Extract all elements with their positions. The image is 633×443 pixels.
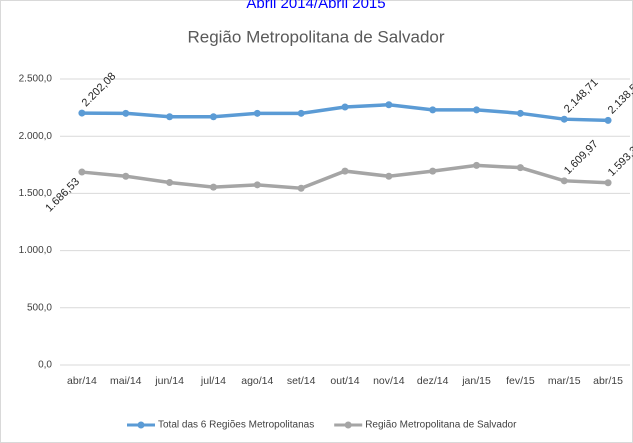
x-tick-label: jun/14 xyxy=(154,375,184,387)
data-point xyxy=(341,103,349,111)
x-tick-label: abr/14 xyxy=(67,375,97,387)
data-point xyxy=(385,172,393,180)
legend-label: Total das 6 Regiões Metropolitanas xyxy=(158,420,314,431)
x-tick-label: mar/15 xyxy=(548,375,581,387)
legend-label: Região Metropolitana de Salvador xyxy=(365,420,517,431)
data-point xyxy=(209,113,217,121)
y-tick-label: 2.500,0 xyxy=(19,74,53,85)
data-point xyxy=(516,109,524,117)
x-tick-label: abr/15 xyxy=(593,375,623,387)
data-point xyxy=(560,115,568,123)
x-tick-label: ago/14 xyxy=(241,375,273,387)
x-tick-label: out/14 xyxy=(330,375,359,387)
y-tick-label: 2.000,0 xyxy=(19,131,53,142)
data-point xyxy=(341,167,349,175)
data-point xyxy=(78,168,86,176)
data-point xyxy=(122,109,130,117)
data-point xyxy=(429,167,437,175)
y-tick-label: 0,0 xyxy=(38,360,52,371)
data-point xyxy=(166,179,174,187)
data-point xyxy=(166,113,174,121)
data-point xyxy=(604,179,612,187)
header: Abril 2014/Abril 2015 xyxy=(246,0,385,12)
x-tick-label: jan/15 xyxy=(461,375,491,387)
data-point xyxy=(560,177,568,185)
x-tick-label: set/14 xyxy=(287,375,316,387)
legend-marker xyxy=(344,421,352,429)
x-tick-label: dez/14 xyxy=(417,375,449,387)
x-tick-label: mai/14 xyxy=(110,375,142,387)
data-point xyxy=(253,109,261,117)
data-point xyxy=(429,106,437,114)
data-point xyxy=(297,109,305,117)
data-point xyxy=(604,116,612,124)
x-tick-label: jul/14 xyxy=(200,375,226,387)
chart-title: Região Metropolitana de Salvador xyxy=(187,27,444,46)
data-point xyxy=(473,161,481,169)
data-point xyxy=(78,109,86,117)
x-tick-label: fev/15 xyxy=(506,375,535,387)
x-tick-label: nov/14 xyxy=(373,375,405,387)
data-point xyxy=(385,101,393,109)
y-tick-label: 1.500,0 xyxy=(19,188,53,199)
y-tick-label: 500,0 xyxy=(27,302,52,313)
data-point xyxy=(209,183,217,191)
y-tick-label: 1.000,0 xyxy=(19,245,53,256)
data-point xyxy=(473,106,481,114)
data-point xyxy=(253,181,261,189)
data-point xyxy=(297,184,305,192)
legend-marker xyxy=(137,421,145,429)
data-point xyxy=(516,164,524,172)
data-point xyxy=(122,172,130,180)
